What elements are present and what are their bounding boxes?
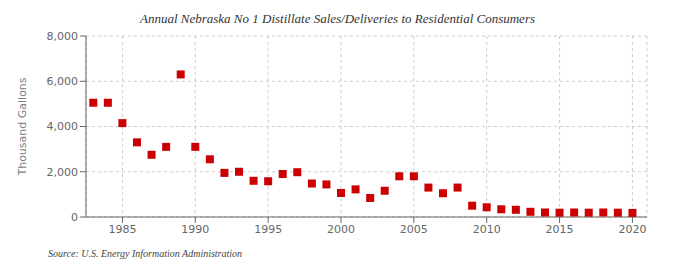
- svg-text:1985: 1985: [108, 223, 136, 236]
- svg-text:0: 0: [71, 211, 78, 224]
- svg-text:2,000: 2,000: [47, 166, 79, 179]
- svg-text:Thousand Gallons: Thousand Gallons: [16, 77, 29, 176]
- svg-text:1995: 1995: [254, 223, 282, 236]
- svg-text:2000: 2000: [327, 223, 355, 236]
- svg-text:2020: 2020: [618, 223, 646, 236]
- svg-text:2005: 2005: [400, 223, 428, 236]
- svg-text:2015: 2015: [546, 223, 574, 236]
- svg-text:2010: 2010: [473, 223, 501, 236]
- svg-text:4,000: 4,000: [47, 120, 79, 133]
- svg-text:1990: 1990: [181, 223, 209, 236]
- html-text:Annual Nebraska No 1 Distillat: Annual Nebraska No 1 Distillate Sales/De…: [140, 11, 535, 26]
- svg-text:8,000: 8,000: [47, 30, 79, 43]
- html-text:Source: U.S. Energy Informatio: Source: U.S. Energy Information Administ…: [48, 248, 243, 259]
- svg-text:6,000: 6,000: [47, 75, 79, 88]
